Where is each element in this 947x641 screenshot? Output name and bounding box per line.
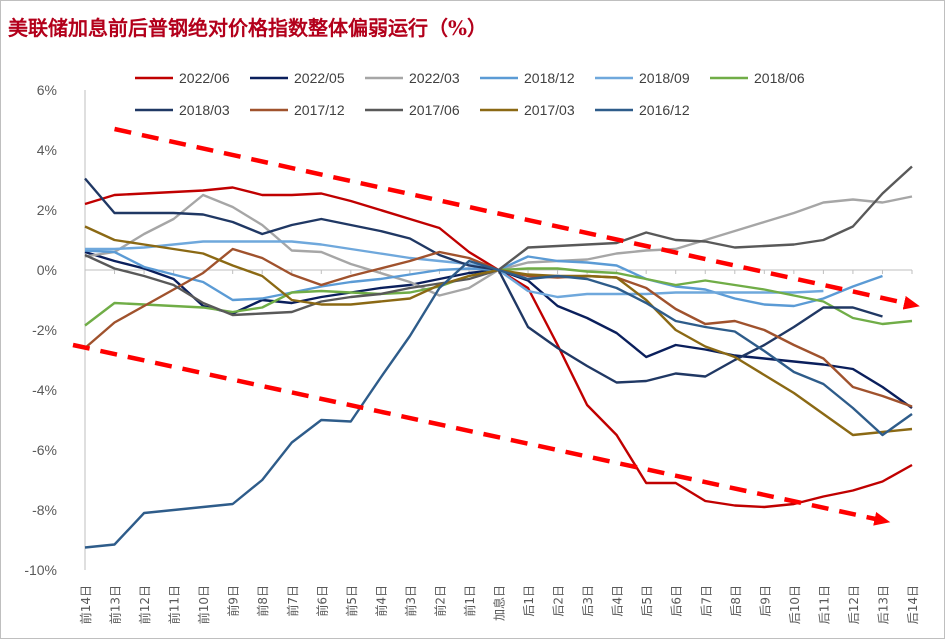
x-tick-label: 前12日 [137,585,152,624]
legend-label: 2022/06 [179,70,230,86]
y-tick-label: 2% [37,202,57,218]
y-tick-label: -8% [32,502,57,518]
y-tick-label: 0% [37,262,57,278]
legend-label: 2018/12 [524,70,575,86]
x-tick-label: 前3日 [403,585,418,617]
series-line-2018-09 [85,240,824,299]
x-tick-label: 后5日 [640,585,654,617]
legend-label: 2017/12 [294,102,345,118]
x-tick-label: 后3日 [581,585,595,617]
x-tick-label: 前2日 [432,585,447,617]
y-tick-label: 4% [37,142,57,158]
series-line-2016-12 [84,259,913,549]
legend-label: 2016/12 [639,102,690,118]
x-tick-label: 后1日 [522,585,536,617]
legend-label: 2018/09 [639,70,690,86]
trend-arrows [72,126,920,526]
y-tick-label: -4% [32,382,57,398]
legend-label: 2022/05 [294,70,345,86]
legend-label: 2022/03 [409,70,460,86]
x-tick-label: 后9日 [758,585,772,617]
x-tick-label: 前8日 [255,585,270,617]
legend-label: 2018/06 [754,70,805,86]
trend-arrow [114,126,920,310]
x-tick-label: 后14日 [906,585,920,624]
x-tick-label: 后4日 [611,585,625,617]
x-tick-label: 前14日 [78,585,93,624]
x-tick-label: 后6日 [670,585,684,617]
legend: 2022/06 2022/05 2022/03 2018/12 2018/09 2018/… [135,70,805,118]
legend-label: 2017/06 [409,102,460,118]
y-tick-label: -2% [32,322,57,338]
axes: 6% 4% 2% 0% -2% -4% -6% -8% -10% 前14日 前13日 前12日 前11日… [24,82,920,624]
series-line-2018-06 [84,267,913,327]
x-tick-label: 前11日 [167,585,182,624]
trend-arrow [72,342,891,526]
x-tick-label: 前4日 [373,585,388,617]
x-tick-label: 后12日 [847,585,861,624]
series-line-2018-12 [84,249,883,308]
x-tick-label: 后7日 [699,585,713,617]
y-tick-label: -6% [32,442,57,458]
y-tick-label: 6% [37,82,57,98]
x-tick-label: 前6日 [314,585,329,617]
y-tick-label: -10% [24,562,57,578]
chart-title: 美联储加息前后普钢绝对价格指数整体偏弱运行（%） [8,16,488,40]
x-tick-label: 后11日 [817,585,831,624]
x-tick-label: 后2日 [552,585,566,617]
series-lines [84,165,913,549]
x-tick-label: 前5日 [344,585,359,617]
x-tick-label: 前1日 [462,585,477,617]
x-tick-label: 后13日 [876,585,890,624]
x-tick-label: 前10日 [196,585,211,624]
x-tick-label: 前13日 [108,585,123,624]
series-line-2018-03 [84,177,883,384]
legend-label: 2017/03 [524,102,575,118]
x-tick-label: 后8日 [729,585,743,617]
x-tick-label: 前7日 [285,585,300,617]
x-tick-label: 前9日 [226,585,241,617]
x-tick-label: 后10日 [788,585,802,624]
series-line-2022-06 [84,186,913,509]
x-tick-label: 加息日 [492,585,507,621]
legend-label: 2018/03 [179,102,230,118]
